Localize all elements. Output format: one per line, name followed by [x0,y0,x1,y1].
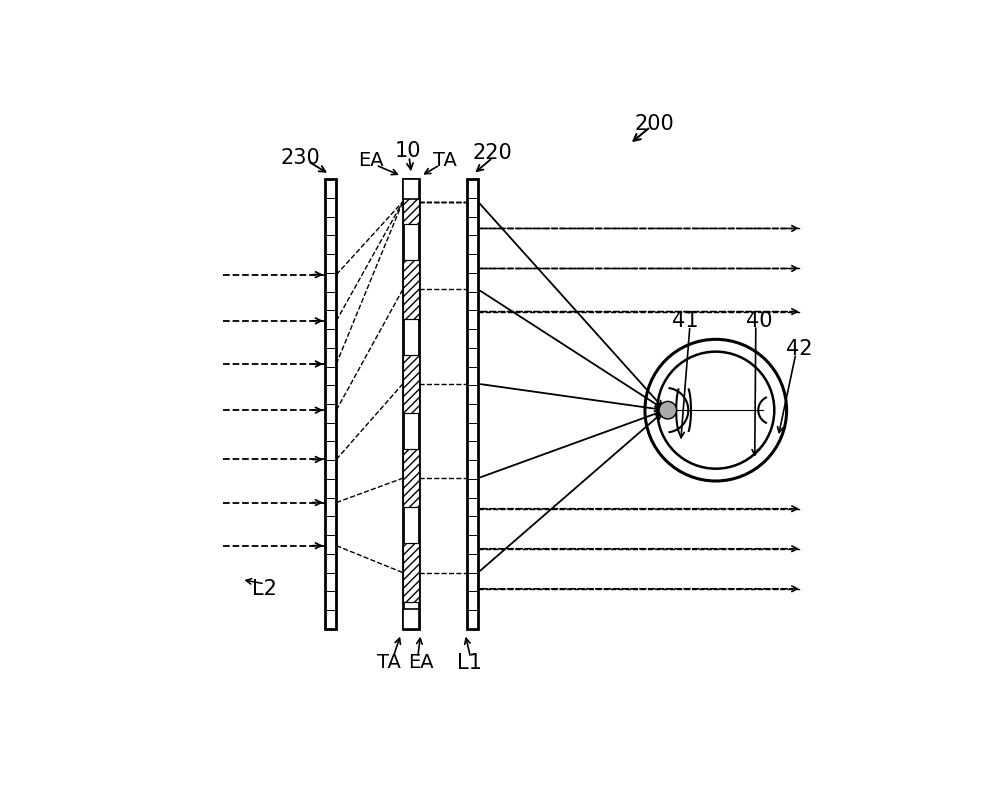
Text: L1: L1 [457,653,482,673]
Bar [403,179,419,224]
Text: 42: 42 [786,338,813,358]
Bar [403,449,419,507]
Text: 10: 10 [395,142,421,162]
Bar [403,179,419,629]
Text: TA: TA [377,654,401,672]
Text: 41: 41 [672,311,698,331]
Bar [403,543,419,602]
Text: 220: 220 [473,142,513,162]
Bar [403,179,419,199]
Bar [325,179,336,629]
Bar [403,609,419,629]
Text: L2: L2 [252,579,277,598]
Text: EA: EA [409,654,434,672]
Text: 200: 200 [634,114,674,134]
Text: 40: 40 [746,311,772,331]
Bar [403,354,419,413]
Bar [403,260,419,318]
Text: EA: EA [358,151,384,170]
Text: TA: TA [433,151,457,170]
Circle shape [659,402,677,419]
Bar [467,179,478,629]
Text: 230: 230 [280,147,320,168]
